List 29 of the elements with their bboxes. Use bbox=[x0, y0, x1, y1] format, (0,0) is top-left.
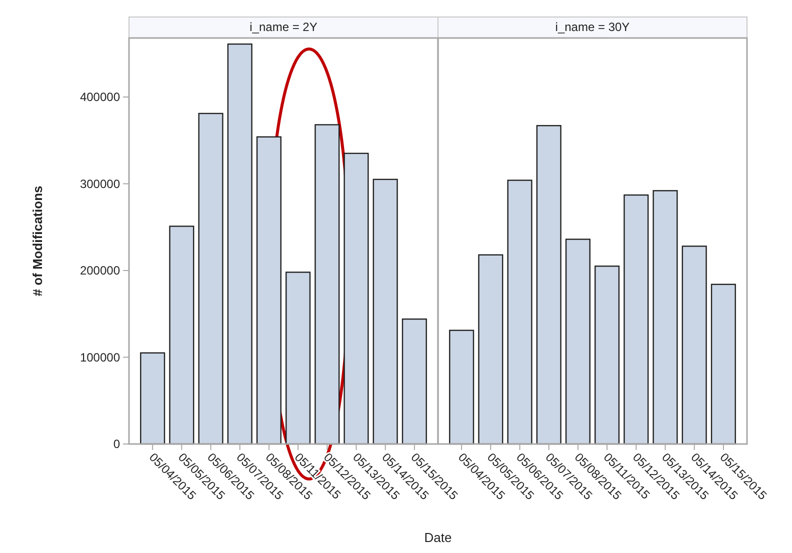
bar bbox=[507, 180, 532, 445]
chart-title: i_name = 30Y bbox=[555, 20, 630, 34]
bar bbox=[227, 43, 252, 445]
y-tick-label: 0 bbox=[113, 437, 120, 452]
bar bbox=[314, 124, 340, 445]
bar bbox=[286, 272, 311, 445]
bar bbox=[402, 318, 427, 445]
bar bbox=[594, 266, 620, 445]
y-tick-label: 100000 bbox=[80, 350, 120, 364]
bar bbox=[344, 152, 369, 445]
bar bbox=[565, 238, 590, 445]
y-axis-title: # of Modifications bbox=[30, 186, 45, 296]
bar bbox=[478, 254, 504, 445]
bar bbox=[169, 226, 194, 445]
y-tick-label: 400000 bbox=[80, 90, 120, 104]
bar bbox=[536, 125, 562, 445]
chart-title: i_name = 2Y bbox=[250, 20, 318, 34]
bar bbox=[449, 330, 474, 445]
bar bbox=[256, 136, 282, 445]
y-tick-label: 200000 bbox=[80, 264, 120, 278]
bar bbox=[140, 352, 166, 445]
bar bbox=[710, 284, 736, 445]
bar bbox=[624, 194, 649, 445]
bar bbox=[372, 178, 398, 445]
y-tick-label: 300000 bbox=[80, 176, 120, 191]
bar bbox=[198, 112, 224, 445]
bar bbox=[682, 246, 707, 445]
x-axis-title: Date bbox=[424, 530, 452, 545]
bar bbox=[652, 190, 678, 445]
